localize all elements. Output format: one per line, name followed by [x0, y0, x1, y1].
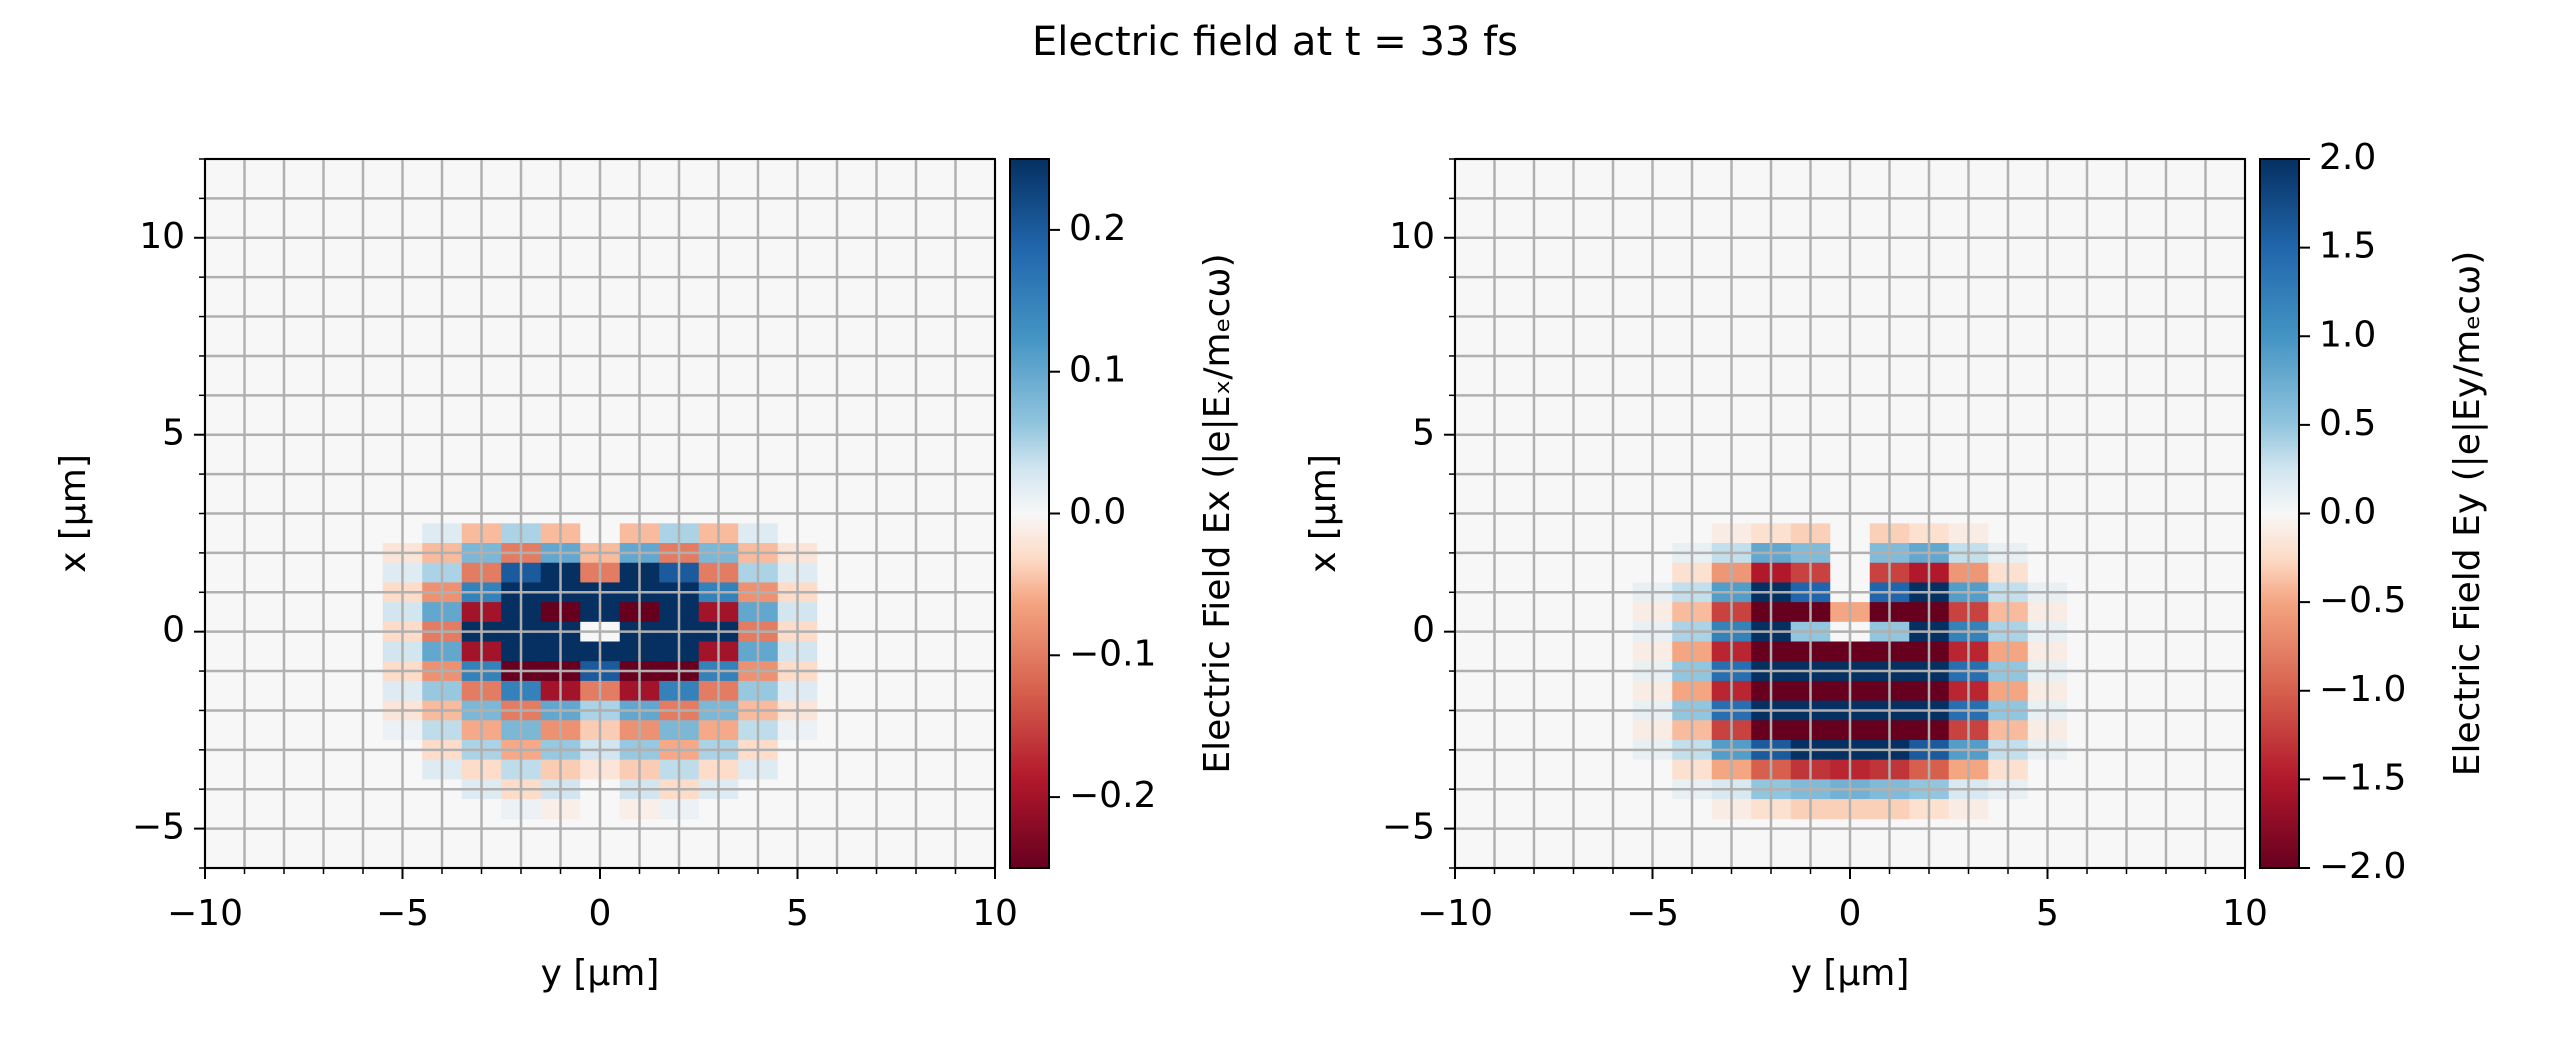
colorbar-tick-label: 0.0 — [2319, 492, 2376, 533]
x-tick-label: −10 — [167, 893, 243, 934]
x-tick-label: 5 — [786, 893, 809, 934]
axes-frame — [1454, 158, 2246, 869]
colorbar — [1009, 158, 1050, 869]
x-tick-label: 10 — [2222, 893, 2268, 934]
colorbar — [2259, 158, 2300, 869]
colorbar-tick-label: 0.1 — [1069, 350, 1126, 391]
figure-title: Electric field at t = 33 fs — [1032, 19, 1518, 65]
colorbar-tick-label: −1.5 — [2319, 757, 2406, 798]
x-tick-label: 0 — [589, 893, 612, 934]
x-tick-label: 0 — [1839, 893, 1862, 934]
colorbar-tick-label: 1.5 — [2319, 226, 2376, 267]
x-tick-label: 5 — [2036, 893, 2059, 934]
colorbar-label: Electric Field Ex (|e|Eₓ/mₑcω) — [1197, 253, 1238, 773]
y-tick-label: −5 — [1382, 807, 1435, 848]
colorbar-tick-label: −1.0 — [2319, 669, 2406, 710]
y-axis-label: x [µm] — [1303, 454, 1344, 573]
colorbar-tick-label: −0.5 — [2319, 580, 2406, 621]
colorbar-tick-label: −2.0 — [2319, 846, 2406, 887]
x-tick-label: −5 — [1626, 893, 1679, 934]
colorbar-label: Electric Field Ey (|e|Ey/mₑcω) — [2447, 251, 2488, 777]
y-tick-label: 0 — [162, 610, 185, 651]
y-tick-label: 5 — [162, 413, 185, 454]
colorbar-tick-label: −0.2 — [1069, 775, 1156, 816]
colorbar-tick-label: 0.2 — [1069, 208, 1126, 249]
axes-frame — [204, 158, 996, 869]
x-axis-label: y [µm] — [1791, 953, 1910, 994]
x-tick-label: −5 — [376, 893, 429, 934]
x-tick-label: 10 — [972, 893, 1018, 934]
y-tick-label: 5 — [1412, 413, 1435, 454]
y-tick-label: 10 — [1389, 216, 1435, 257]
colorbar-tick-label: 1.0 — [2319, 314, 2376, 355]
y-tick-label: 10 — [139, 216, 185, 257]
colorbar-tick-label: −0.1 — [1069, 633, 1156, 674]
x-tick-label: −10 — [1417, 893, 1493, 934]
colorbar-tick-label: 0.0 — [1069, 492, 1126, 533]
x-axis-label: y [µm] — [541, 953, 660, 994]
y-axis-label: x [µm] — [53, 454, 94, 573]
colorbar-tick-label: 2.0 — [2319, 137, 2376, 178]
colorbar-tick-label: 0.5 — [2319, 403, 2376, 444]
y-tick-label: 0 — [1412, 610, 1435, 651]
y-tick-label: −5 — [132, 807, 185, 848]
